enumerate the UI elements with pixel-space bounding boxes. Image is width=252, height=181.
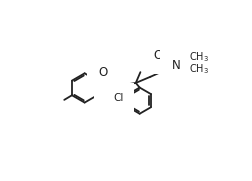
Text: N: N — [172, 60, 180, 73]
Text: CH$_3$: CH$_3$ — [188, 62, 208, 76]
Text: Cl: Cl — [112, 93, 123, 103]
Text: S: S — [106, 76, 113, 89]
Text: O: O — [99, 66, 108, 79]
Text: O: O — [153, 49, 162, 62]
Text: CH$_3$: CH$_3$ — [188, 51, 208, 64]
